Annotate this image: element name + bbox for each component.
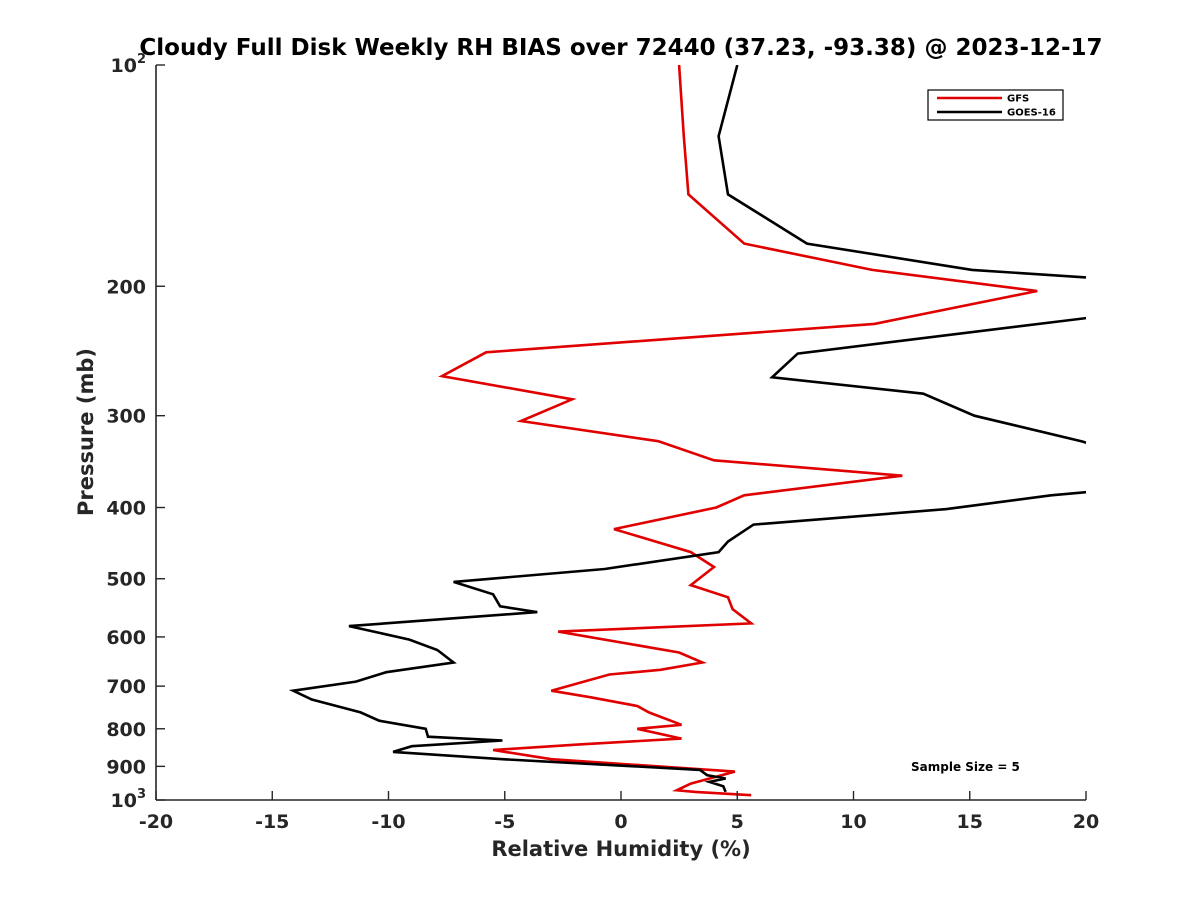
y-tick-label: 900 xyxy=(106,756,146,778)
legend-box xyxy=(927,89,1064,121)
y-tick-label: 102 xyxy=(111,52,147,77)
y-tick-label: 600 xyxy=(106,627,146,649)
x-tick-label: -10 xyxy=(371,811,405,833)
y-axis-label: Pressure (mb) xyxy=(74,348,98,516)
chart-title: Cloudy Full Disk Weekly RH BIAS over 724… xyxy=(139,35,1102,61)
x-tick-label: -5 xyxy=(494,811,515,833)
series-line-goes16 xyxy=(288,65,1086,793)
x-tick-label: -15 xyxy=(255,811,289,833)
x-tick-label: 5 xyxy=(731,811,744,833)
y-tick-label: 300 xyxy=(106,406,146,428)
sample-size-annotation: Sample Size = 5 xyxy=(911,760,1020,774)
y-axis-ticks: 102 200 300 400 500 600 700 800 900 103 xyxy=(106,52,165,812)
y-tick-label: 800 xyxy=(106,719,146,741)
x-axis-ticks: -20 -15 -10 -5 0 5 10 15 20 xyxy=(139,791,1099,833)
y-tick-label: 200 xyxy=(106,276,146,298)
x-tick-label: 15 xyxy=(957,811,983,833)
plot-area xyxy=(156,65,1086,800)
series-line-gfs xyxy=(438,65,1038,797)
y-tick-label: 700 xyxy=(106,676,146,698)
y-tick-label: 400 xyxy=(106,498,146,520)
series-lines xyxy=(288,65,1086,797)
x-tick-label: -20 xyxy=(139,811,173,833)
x-axis-label: Relative Humidity (%) xyxy=(491,837,750,861)
x-tick-label: 10 xyxy=(840,811,866,833)
legend: GFS GOES-16 xyxy=(927,89,1064,121)
x-tick-label: 20 xyxy=(1073,811,1099,833)
y-tick-label: 500 xyxy=(106,569,146,591)
x-tick-label: 0 xyxy=(614,811,627,833)
y-tick-label: 103 xyxy=(111,787,147,812)
legend-label-gfs: GFS xyxy=(1007,94,1029,105)
legend-label-goes16: GOES-16 xyxy=(1007,108,1056,119)
